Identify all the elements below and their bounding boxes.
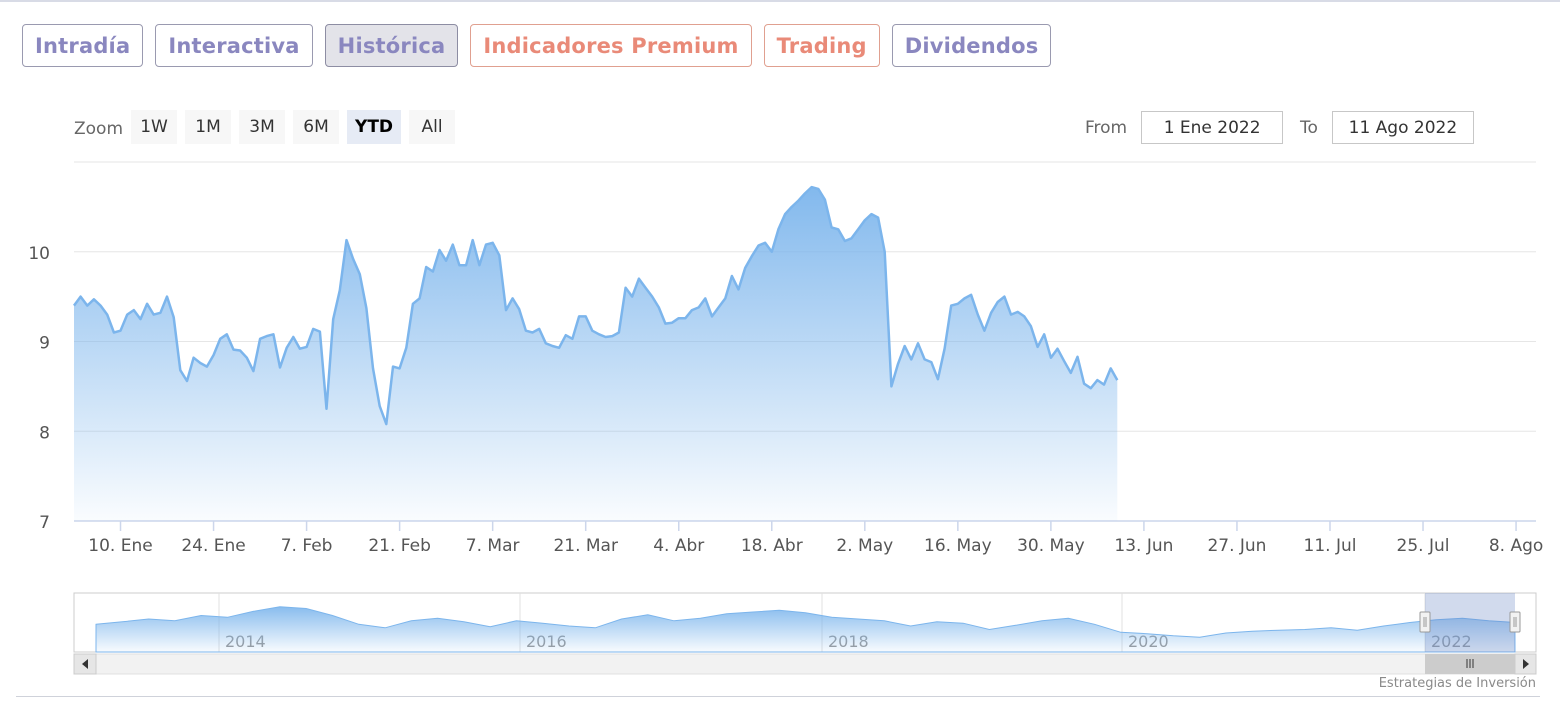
navigator[interactable]: 20142016201820202022 [73,592,1537,653]
y-axis: 7 8 9 10 [28,244,50,533]
zoom-buttons: 1W 1M 3M 6M YTD All [131,110,463,144]
x-tick-label: 30. May [1017,536,1085,556]
y-tick-label: 9 [39,334,50,354]
x-tick-label: 25. Jul [1397,536,1450,556]
arrow-right-icon [1523,659,1529,669]
x-tick-label: 11. Jul [1304,536,1357,556]
navigator-selection[interactable] [1425,593,1515,652]
y-tick-label: 7 [39,513,50,533]
tab-intrad-a[interactable]: Intradía [22,24,144,67]
from-range: From 1 Ene 2022 [1085,111,1284,144]
scrollbar-track[interactable] [73,653,1537,675]
x-tick-label: 13. Jun [1114,536,1173,556]
zoom-6m-button[interactable]: 6M [293,110,340,144]
zoom-label: Zoom [74,119,124,139]
x-axis: 10. Ene 24. Ene 7. Feb 21. Feb 7. Mar 21. Mar… [74,520,1543,556]
y-tick-label: 8 [39,423,50,443]
tab-hist-rica[interactable]: Histórica [324,24,459,67]
x-tick-label: 16. May [924,536,992,556]
to-label: To [1300,117,1318,138]
from-date-input[interactable]: 1 Ene 2022 [1141,111,1284,144]
x-tick-label: 27. Jun [1207,536,1266,556]
x-tick-label: 7. Mar [466,536,520,556]
tab-bar: Intradía Interactiva Histórica Indicadores … [22,24,1052,67]
tab-interactiva[interactable]: Interactiva [155,24,313,67]
zoom-1w-button[interactable]: 1W [131,110,178,144]
arrow-left-icon [82,659,88,669]
zoom-selector: Zoom 1W 1M 3M 6M YTD All [74,110,463,144]
tab-trading[interactable]: Trading [763,24,880,67]
credits-label: Estrategias de Inversión [1378,676,1536,691]
x-tick-label: 21. Feb [368,536,431,556]
x-tick-label: 10. Ene [88,536,152,556]
navigator-right-handle[interactable] [1509,611,1521,633]
x-tick-label: 2. May [836,536,893,556]
price-line [72,185,1119,426]
zoom-all-button[interactable]: All [409,110,456,144]
x-tick-label: 21. Mar [553,536,618,556]
from-label: From [1085,117,1128,138]
scrollbar[interactable] [73,653,1537,675]
top-border [0,0,1560,2]
x-tick-label: 18. Abr [741,536,803,556]
zoom-1m-button[interactable]: 1M [185,110,232,144]
tab-indicadores-premium[interactable]: Indicadores Premium [470,24,752,67]
zoom-3m-button[interactable]: 3M [239,110,286,144]
x-tick-label: 7. Feb [281,536,333,556]
x-tick-label: 4. Abr [653,536,704,556]
bottom-border [16,696,1540,697]
navigator-left-handle[interactable] [1419,611,1431,633]
navigator-area [95,606,1516,653]
x-tick-label: 8. Ago [1489,536,1543,556]
to-date-input[interactable]: 11 Ago 2022 [1331,111,1474,144]
y-tick-label: 10 [28,244,50,264]
tab-dividendos[interactable]: Dividendos [891,24,1052,67]
to-range: To 11 Ago 2022 [1300,111,1474,144]
price-area [74,187,1118,521]
x-tick-label: 24. Ene [181,536,245,556]
zoom-ytd-button[interactable]: YTD [347,110,402,144]
